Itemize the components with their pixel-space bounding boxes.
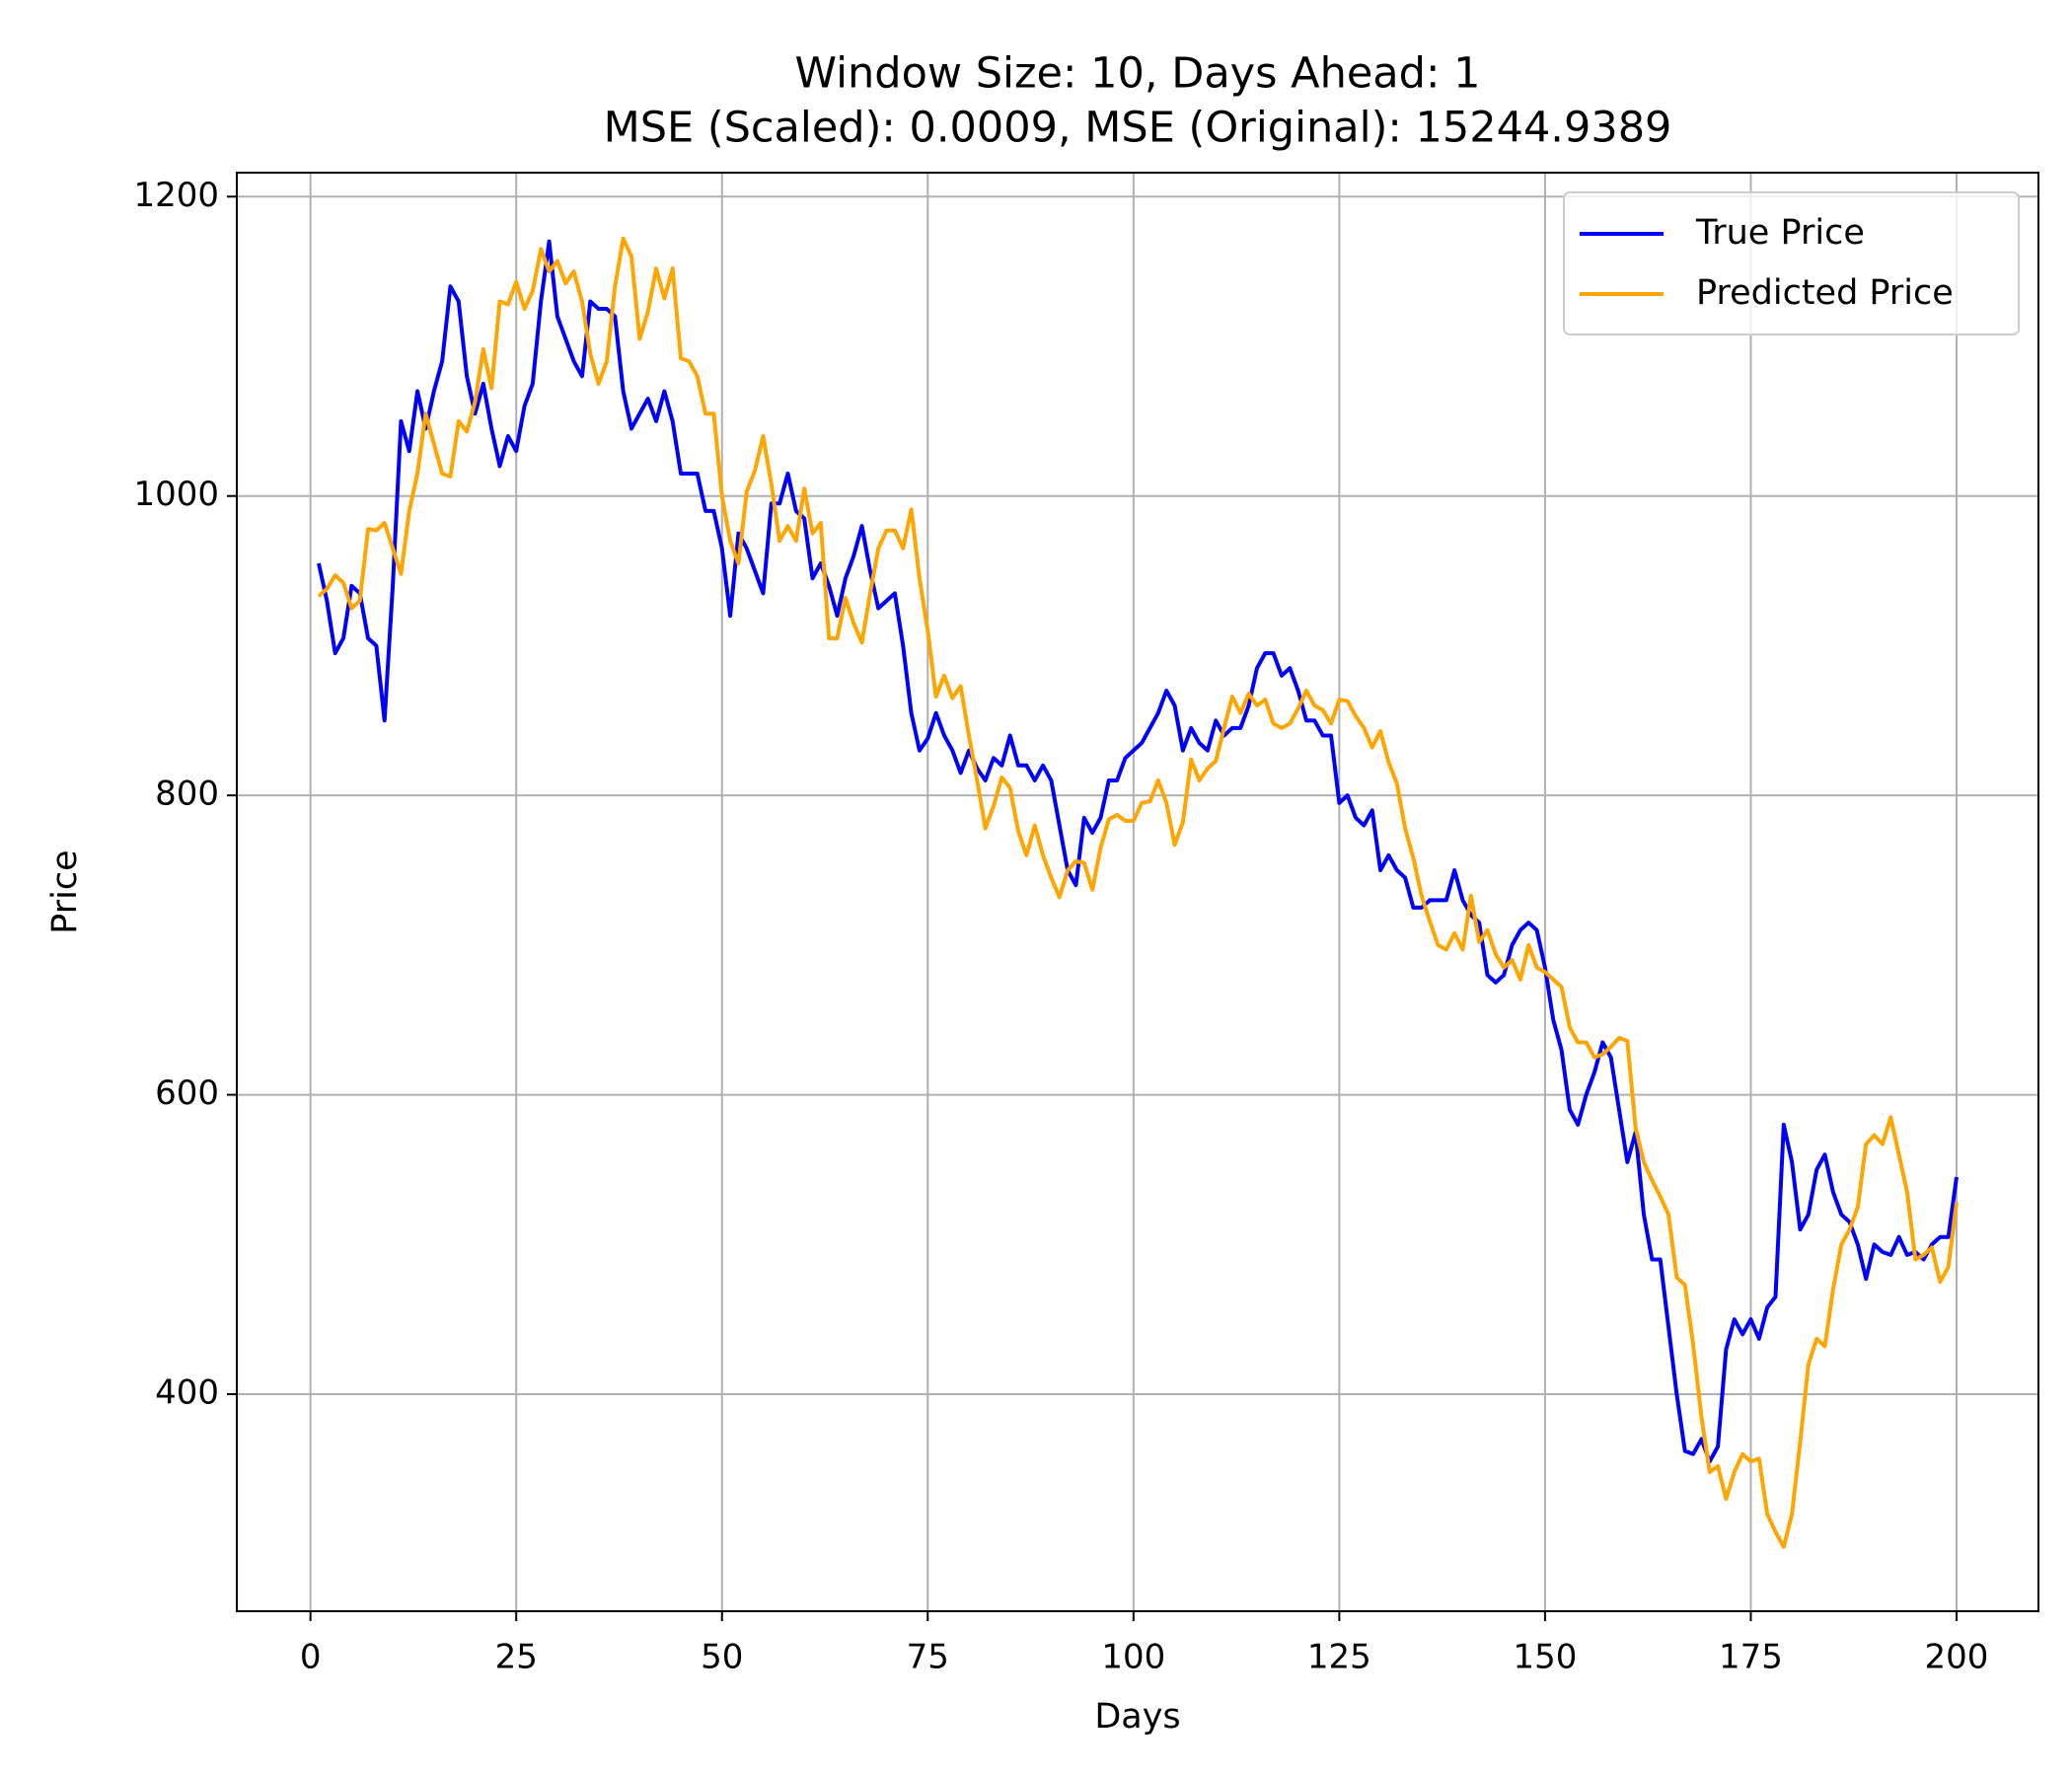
y-tick-label: 800 (155, 775, 219, 814)
legend-label: True Price (1695, 213, 1865, 253)
y-tick-label: 400 (155, 1373, 219, 1413)
y-axis-label: Price (45, 850, 85, 933)
y-tick-label: 1000 (133, 475, 219, 514)
x-tick-label: 150 (1513, 1638, 1577, 1677)
x-tick-label: 75 (907, 1638, 949, 1677)
series-line (317, 239, 1959, 1464)
series-line (317, 236, 1959, 1549)
legend-label: Predicted Price (1696, 273, 1954, 313)
x-tick-label: 25 (495, 1638, 538, 1677)
x-tick-label: 125 (1307, 1638, 1371, 1677)
x-tick-label: 50 (701, 1638, 743, 1677)
x-tick-label: 200 (1925, 1638, 1989, 1677)
chart-title: Window Size: 10, Days Ahead: 1 (795, 49, 1481, 99)
legend-box (1563, 191, 2020, 335)
legend: True Price Predicted Price (1563, 191, 2020, 335)
x-tick-label: 175 (1719, 1638, 1783, 1677)
y-tick-label: 600 (155, 1073, 219, 1113)
grid (237, 173, 2038, 1611)
y-tick-label: 1200 (133, 176, 219, 215)
chart-subtitle: MSE (Scaled): 0.0009, MSE (Original): 15… (604, 104, 1672, 153)
plot-frame (236, 172, 2039, 1612)
x-tick-label: 0 (300, 1638, 322, 1677)
x-tick-label: 100 (1101, 1638, 1165, 1677)
x-axis-label: Days (1094, 1697, 1180, 1737)
